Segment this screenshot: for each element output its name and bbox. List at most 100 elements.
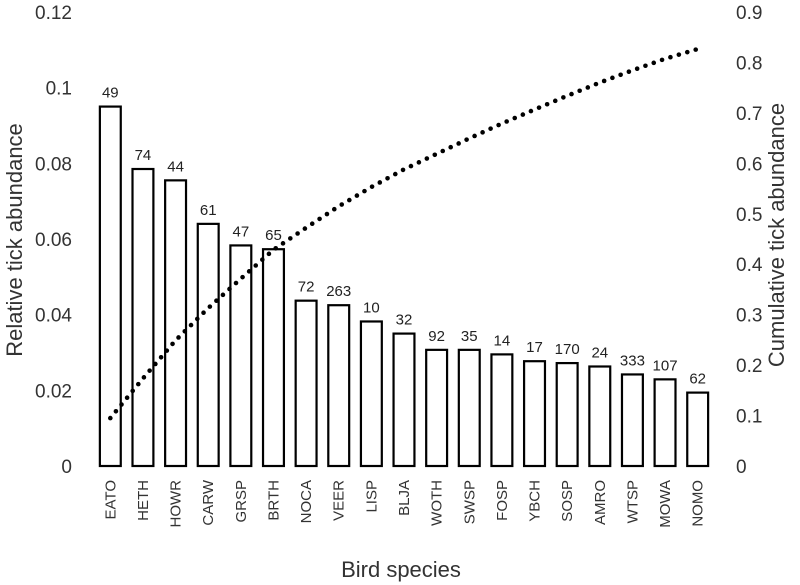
cumulative-line-dot xyxy=(561,95,566,100)
y2-tick-label: 0.5 xyxy=(736,205,762,226)
y2-tick-label: 0.4 xyxy=(736,255,763,276)
y2-tick-label: 0.6 xyxy=(736,154,762,175)
bar-ybch xyxy=(522,360,547,468)
cumulative-line-dot xyxy=(233,280,239,286)
data-label: 17 xyxy=(526,339,543,356)
y2-tick-label: 0.8 xyxy=(736,53,762,74)
cumulative-line-dot xyxy=(693,47,699,52)
bars xyxy=(98,105,710,468)
bar-eato xyxy=(98,105,122,468)
data-labels: 49 74 44 61 47 65 72 263 10 32 92 35 14 17 170 24 333 107… xyxy=(102,85,706,388)
cumulative-line-dot xyxy=(585,85,591,90)
category-label: VEER xyxy=(331,480,348,521)
cumulative-line-dot xyxy=(385,175,390,181)
y-tick-label: 0.1 xyxy=(46,79,72,100)
data-label: 32 xyxy=(396,312,413,329)
category-label: LISP xyxy=(363,480,380,513)
data-label: 107 xyxy=(653,357,678,374)
category-label: NOMO xyxy=(690,480,707,527)
cumulative-line-dot xyxy=(377,180,383,185)
bar-blja xyxy=(392,332,416,468)
bar-wtsp xyxy=(620,373,644,468)
cumulative-line-dot xyxy=(626,69,632,74)
bar-fosp xyxy=(490,353,514,468)
y2-axis-title: Cumulative tick abundance xyxy=(764,103,789,367)
category-label: BRTH xyxy=(265,480,282,521)
y-tick-label: 0.06 xyxy=(35,230,72,251)
bar-heth xyxy=(131,167,155,468)
data-label: 65 xyxy=(265,227,282,244)
cumulative-line-dot xyxy=(448,144,453,150)
data-label: 263 xyxy=(326,283,351,300)
cumulative-line-dot xyxy=(317,216,322,222)
data-label: 62 xyxy=(689,371,706,388)
bar-brth xyxy=(261,248,286,468)
cumulative-line-dot xyxy=(552,98,558,104)
category-label: WTSP xyxy=(624,480,641,523)
cumulative-line-dot xyxy=(201,310,206,316)
cumulative-line-dot xyxy=(643,63,648,69)
bar-mowa xyxy=(653,378,677,468)
cumulative-line-dot xyxy=(164,348,170,353)
cumulative-line xyxy=(108,47,699,421)
data-label: 14 xyxy=(494,332,511,349)
data-label: 61 xyxy=(200,202,217,219)
cumulative-line-dot xyxy=(113,408,119,414)
cumulative-line-dot xyxy=(158,355,164,360)
x-axis-title: Bird species xyxy=(341,557,461,582)
cumulative-line-dot xyxy=(227,286,232,292)
category-label: NOCA xyxy=(298,480,315,523)
cumulative-line-dot xyxy=(362,188,367,194)
cumulative-line-dot xyxy=(130,388,136,394)
cumulative-line-dot xyxy=(488,126,493,131)
cumulative-line-dot xyxy=(188,322,194,328)
category-label: AMRO xyxy=(592,480,609,525)
bar-lisp xyxy=(359,320,383,468)
category-label: SOSP xyxy=(559,480,576,522)
cumulative-line-dot xyxy=(610,75,615,81)
cumulative-line-dot xyxy=(416,160,422,165)
cumulative-line-dot xyxy=(577,88,582,94)
left-axis: 0 0.02 0.04 0.06 0.08 0.1 0.12 xyxy=(35,3,72,478)
category-label: MOWA xyxy=(657,480,674,528)
bar-nomo xyxy=(686,391,710,468)
cumulative-line-dot xyxy=(536,105,542,110)
bar-swsp xyxy=(457,348,481,468)
cumulative-line-dot xyxy=(684,49,690,55)
cumulative-line-dot xyxy=(528,108,534,114)
category-label: GRSP xyxy=(233,480,250,523)
cumulative-line-dot xyxy=(331,206,337,212)
cumulative-line-dot xyxy=(593,81,599,87)
y-tick-label: 0.08 xyxy=(35,154,72,175)
data-label: 47 xyxy=(232,223,249,240)
cumulative-line-dot xyxy=(141,375,147,380)
cumulative-line-dot xyxy=(246,269,252,274)
bar-carw xyxy=(196,222,220,468)
category-label: EATO xyxy=(102,480,119,519)
cumulative-line-dot xyxy=(153,361,158,367)
cumulative-line-dot xyxy=(456,141,461,146)
data-label: 92 xyxy=(428,328,445,345)
right-axis: 0 0.1 0.2 0.3 0.4 0.5 0.6 0.7 0.8 0.9 xyxy=(736,3,763,478)
cumulative-line-dot xyxy=(220,292,226,298)
cumulative-line-dot xyxy=(302,226,308,231)
data-label: 333 xyxy=(620,352,645,369)
bar-sosp xyxy=(555,361,579,468)
y2-tick-label: 0.3 xyxy=(736,306,762,327)
category-label: CARW xyxy=(200,479,217,525)
cumulative-line-dot xyxy=(601,78,607,84)
cumulative-line-dot xyxy=(182,328,188,334)
cumulative-line-dot xyxy=(260,257,265,262)
y2-tick-label: 0 xyxy=(736,457,747,478)
cumulative-line-dot xyxy=(440,148,446,154)
cumulative-line-dot xyxy=(634,66,640,71)
data-label: 74 xyxy=(135,147,152,164)
bar-veer xyxy=(327,304,351,468)
cumulative-line-dot xyxy=(108,415,113,421)
cumulative-line-dot xyxy=(207,304,213,309)
category-label: HETH xyxy=(135,480,152,521)
cumulative-line-dot xyxy=(324,211,330,217)
bar-howr xyxy=(164,179,188,468)
data-label: 170 xyxy=(555,341,580,358)
